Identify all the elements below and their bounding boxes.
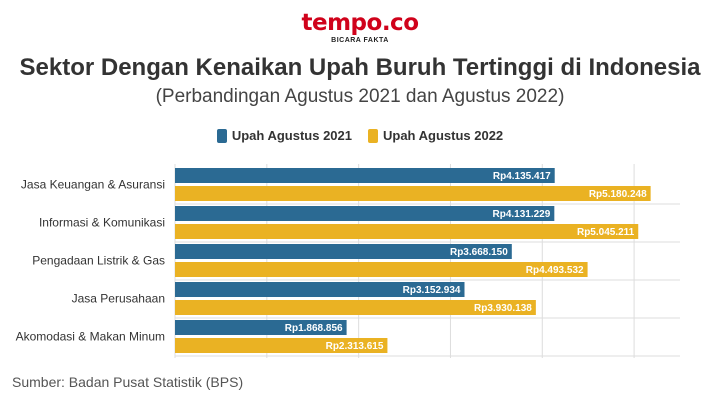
data-label: Rp3.668.150 [450, 247, 508, 258]
bar-2022 [175, 300, 536, 315]
bar-2021 [175, 244, 512, 259]
bar-2022 [175, 338, 388, 353]
legend-swatch-2021 [216, 128, 227, 143]
data-label: Rp5.045.211 [577, 227, 635, 238]
bar-2021 [175, 282, 465, 297]
chart-title: Sektor Dengan Kenaikan Upah Buruh Tertin… [19, 54, 701, 81]
legend-label-2021: Upah Agustus 2021 [231, 128, 352, 143]
legend-swatch-2022 [368, 128, 378, 143]
legend-item-2021: Upah Agustus 2021 [216, 128, 352, 143]
legend-label-2022: Upah Agustus 2022 [383, 128, 504, 143]
data-label: Rp5.180.248 [589, 189, 647, 200]
legend-item-2022: Upah Agustus 2022 [368, 128, 503, 143]
category-label: Informasi & Komunikasi [39, 216, 165, 230]
category-label: Akomodasi & Makan Minum [16, 330, 165, 344]
bar-2022 [175, 186, 651, 201]
data-label: Rp4.135.417 [493, 171, 551, 182]
bar-chart: Jasa Keuangan & Asuransi Rp4.135.417 Rp5.1… [16, 164, 680, 358]
chart-subtitle: (Perbandingan Agustus 2021 dan Agustus 2… [155, 86, 565, 107]
chart-legend: Upah Agustus 2021 Upah Agustus 2022 [0, 128, 720, 143]
category-label: Jasa Perusahaan [72, 292, 165, 306]
brand-logo[interactable]: tempo.co BICARA FAKTA [0, 10, 720, 44]
data-label: Rp3.152.934 [403, 285, 461, 296]
bar-2022 [175, 224, 639, 239]
brand-tagline: BICARA FAKTA [331, 37, 389, 44]
bar-2021 [175, 168, 555, 183]
bar-2022 [175, 262, 588, 277]
category-label: Pengadaan Listrik & Gas [32, 254, 165, 268]
bar-2021 [175, 206, 555, 221]
data-label: Rp3.930.138 [474, 303, 532, 314]
source-note: Sumber: Badan Pusat Statistik (BPS) [12, 374, 244, 390]
data-label: Rp1.868.856 [285, 323, 343, 334]
data-label: Rp4.131.229 [492, 209, 550, 220]
category-label: Jasa Keuangan & Asuransi [21, 178, 165, 192]
data-label: Rp4.493.532 [526, 265, 584, 276]
data-label: Rp2.313.615 [326, 341, 384, 352]
brand-name: tempo.co [301, 10, 420, 36]
bar-2021 [175, 320, 347, 335]
